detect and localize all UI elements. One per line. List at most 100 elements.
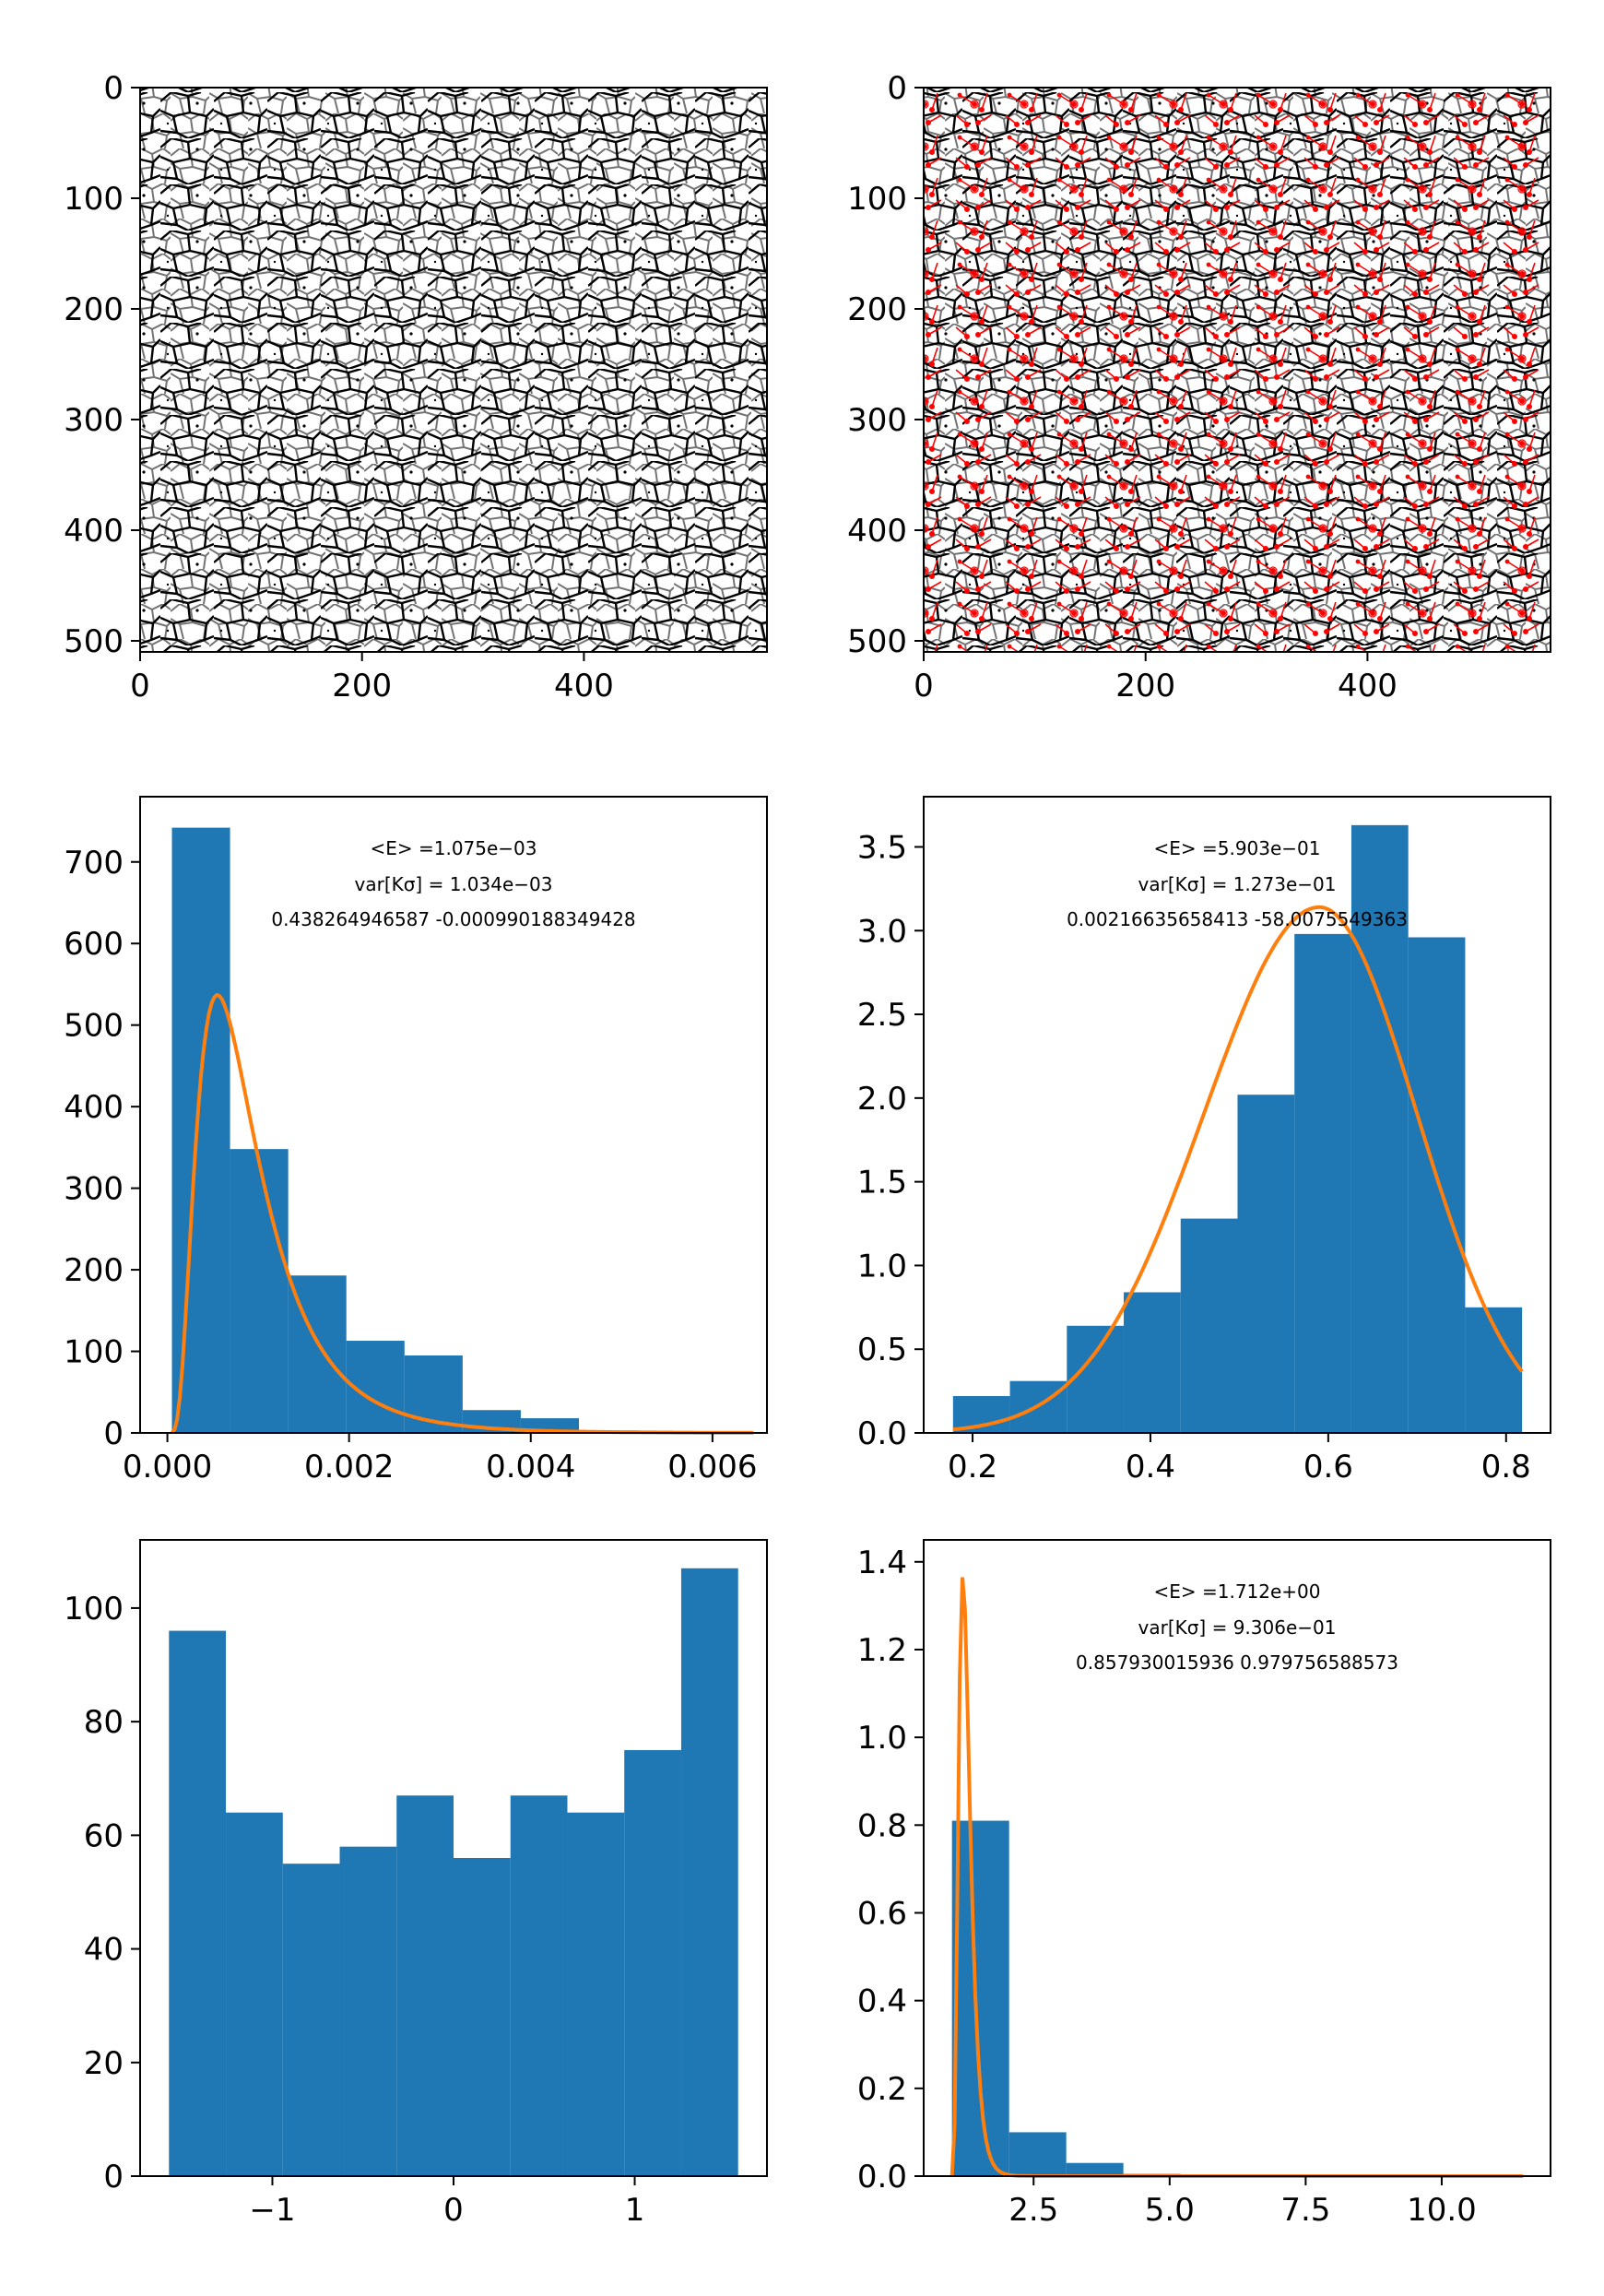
- x-axis-ticks: 2.5 5.0 7.5 10.0: [1008, 2176, 1477, 2229]
- histogram-bars: [952, 824, 1523, 1433]
- y-tick-label: 300: [847, 402, 907, 439]
- x-tick-label: 10.0: [1407, 2192, 1477, 2229]
- histogram-bar: [1237, 1095, 1295, 1433]
- histogram-bars: [169, 1568, 738, 2176]
- x-tick-label: 0.000: [123, 1449, 212, 1485]
- histogram-panel-aspect: 2.5 5.0 7.5 10.0 0.0 0.2 0.4 0.6 0.8 1.0 1.2 1.4 <…: [857, 1539, 1551, 2229]
- y-tick-label: 0.0: [857, 2159, 907, 2195]
- y-tick-label: 500: [64, 1008, 124, 1045]
- histogram-bar: [396, 1795, 454, 2176]
- axes-frame: [923, 1539, 1551, 2177]
- y-tick-label: 500: [64, 623, 124, 660]
- x-tick-label: 0.6: [1303, 1449, 1353, 1485]
- y-tick-label: 1.0: [857, 1720, 907, 1757]
- y-tick-label: 2.0: [857, 1081, 907, 1118]
- y-axis-ticks: 0 100 200 300 400 500 600 700: [64, 845, 140, 1452]
- y-axis-ticks: 0 100 200 300 400 500: [847, 70, 924, 660]
- y-tick-label: 0: [103, 1415, 124, 1452]
- annotation-mean: <E> =5.903e−01: [1153, 837, 1320, 859]
- y-tick-label: 60: [84, 1817, 124, 1854]
- x-tick-label: 0: [443, 2192, 464, 2229]
- y-tick-label: 100: [64, 1591, 124, 1627]
- y-tick-label: 0.8: [857, 1807, 907, 1844]
- axes-frame: [923, 87, 1551, 653]
- stats-annotation: <E> =1.712e+00 var[Kσ] = 9.306e−01 0.857…: [1076, 1580, 1398, 1674]
- y-tick-label: 20: [84, 2045, 124, 2082]
- image-panel-vectors: 0 200 400 0 100 200 300 400 500: [847, 70, 1551, 704]
- histogram-bar: [169, 1630, 227, 2176]
- vector-overlay: [924, 88, 1551, 652]
- x-axis-ticks: 0 200 400: [914, 652, 1398, 704]
- histogram-bar: [1350, 824, 1409, 1433]
- histogram-bar: [230, 1149, 289, 1433]
- annotation-params: 0.00216635658413 -58.0075549363: [1067, 908, 1408, 930]
- y-tick-label: 0: [103, 2159, 124, 2195]
- histogram-bar: [680, 1568, 738, 2176]
- x-tick-label: 0.4: [1126, 1449, 1175, 1485]
- y-tick-label: 400: [64, 1089, 124, 1126]
- y-tick-label: 200: [64, 1252, 124, 1289]
- annotation-variance: var[Kσ] = 1.034e−03: [355, 873, 553, 895]
- histogram-bar: [226, 1812, 283, 2176]
- x-tick-label: 0: [914, 668, 934, 704]
- y-tick-label: 0.0: [857, 1415, 907, 1452]
- y-tick-label: 500: [847, 623, 907, 660]
- y-tick-label: 100: [64, 1334, 124, 1371]
- stats-annotation: <E> =1.075e−03 var[Kσ] = 1.034e−03 0.438…: [271, 837, 635, 930]
- histogram-bar: [339, 1846, 397, 2176]
- annotation-variance: var[Kσ] = 9.306e−01: [1138, 1616, 1337, 1639]
- x-tick-label: 0.002: [304, 1449, 394, 1485]
- y-tick-label: 100: [64, 181, 124, 218]
- axes-frame: [139, 796, 768, 1434]
- image-panel-binary: 0 200 400 0 100 200 300 400 500: [64, 70, 768, 704]
- annotation-mean: <E> =1.712e+00: [1153, 1580, 1320, 1603]
- y-tick-label: 400: [64, 513, 124, 550]
- x-tick-label: 0.006: [667, 1449, 757, 1485]
- stats-annotation: <E> =5.903e−01 var[Kσ] = 1.273e−01 0.002…: [1067, 837, 1408, 930]
- y-axis-ticks: 0 100 200 300 400 500: [64, 70, 140, 660]
- histogram-bar: [1008, 2132, 1067, 2176]
- x-axis-ticks: −1 0 1: [249, 2176, 644, 2229]
- histogram-bar: [1066, 2162, 1124, 2176]
- histogram-bars: [171, 827, 754, 1433]
- x-tick-label: 0.004: [486, 1449, 575, 1485]
- histogram-bars: [951, 1820, 1295, 2176]
- y-tick-label: 80: [84, 1704, 124, 1741]
- y-axis-ticks: 0.0 0.2 0.4 0.6 0.8 1.0 1.2 1.4: [857, 1544, 924, 2195]
- x-tick-label: 1: [625, 2192, 645, 2229]
- histogram-bar: [567, 1812, 625, 2176]
- y-tick-label: 0: [887, 70, 907, 107]
- y-tick-label: 300: [64, 1171, 124, 1208]
- fit-curve: [952, 905, 1524, 1432]
- y-tick-label: 0.5: [857, 1331, 907, 1368]
- y-tick-label: 600: [64, 926, 124, 963]
- y-tick-label: 1.4: [857, 1544, 907, 1581]
- histogram-bar: [1124, 1292, 1181, 1433]
- histogram-bar: [951, 1820, 1009, 2176]
- x-tick-label: 400: [1338, 668, 1398, 704]
- y-tick-label: 0.4: [857, 1983, 907, 2020]
- y-axis-ticks: 0.0 0.5 1.0 1.5 2.0 2.5 3.0 3.5: [857, 829, 924, 1452]
- y-tick-label: 2.5: [857, 997, 907, 1034]
- x-tick-label: 5.0: [1145, 2192, 1195, 2229]
- y-tick-label: 400: [847, 513, 907, 550]
- histogram-bar: [1180, 1218, 1238, 1433]
- x-axis-ticks: 0.2 0.4 0.6 0.8: [948, 1433, 1531, 1485]
- histogram-bar: [282, 1864, 340, 2176]
- y-tick-label: 1.5: [857, 1165, 907, 1201]
- histogram-bar: [454, 1858, 511, 2176]
- y-tick-label: 1.0: [857, 1248, 907, 1284]
- histogram-bar: [1294, 933, 1351, 1433]
- y-tick-label: 700: [64, 845, 124, 882]
- x-tick-label: −1: [249, 2192, 295, 2229]
- annotation-params: 0.857930015936 0.979756588573: [1076, 1651, 1398, 1674]
- y-tick-label: 200: [64, 291, 124, 328]
- histogram-bar: [624, 1749, 681, 2176]
- histogram-panel-ratio: 0.2 0.4 0.6 0.8 0.0 0.5 1.0 1.5 2.0 2.5 3.0 3.5 <E…: [857, 796, 1551, 1485]
- x-tick-label: 0.2: [948, 1449, 997, 1485]
- histogram-bar: [171, 827, 230, 1433]
- y-tick-label: 40: [84, 1932, 124, 1969]
- y-tick-label: 3.0: [857, 913, 907, 950]
- y-tick-label: 0.2: [857, 2071, 907, 2108]
